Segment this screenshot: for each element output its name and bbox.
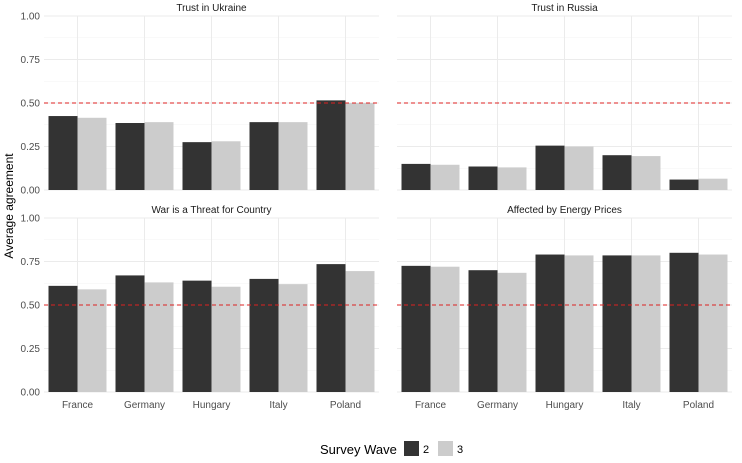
bar-germany-wave-2 <box>468 166 498 190</box>
x-tick-label: Hungary <box>546 400 584 411</box>
x-tick-label: Italy <box>622 400 640 411</box>
bar-poland-wave-3 <box>345 271 375 392</box>
panel-war-is-a-threat-for-country: War is a Threat for Country 0.00 0.25 0.50 0… <box>21 205 379 411</box>
bar-italy-wave-2 <box>602 155 632 190</box>
y-tick-label: 0.50 <box>21 301 41 312</box>
legend-swatch-wave-3 <box>438 441 453 456</box>
bar-germany-wave-3 <box>144 282 174 392</box>
bar-hungary-wave-3 <box>564 255 594 392</box>
bar-poland-wave-3 <box>345 103 375 190</box>
bar-france-wave-3 <box>77 117 107 190</box>
bar-germany-wave-2 <box>115 123 145 190</box>
y-tick-label: 1.00 <box>21 12 41 23</box>
bar-poland-wave-2 <box>316 264 346 392</box>
x-tick-label: Hungary <box>193 400 231 411</box>
y-tick-label: 0.50 <box>21 99 41 110</box>
bar-italy-wave-3 <box>278 284 308 392</box>
bar-poland-wave-2 <box>669 252 699 392</box>
bar-germany-wave-3 <box>497 167 527 190</box>
y-axis-label: Average agreement <box>2 153 16 259</box>
y-tick-label: 1.00 <box>21 214 41 225</box>
bar-poland-wave-3 <box>698 254 728 392</box>
bar-france-wave-2 <box>48 116 78 190</box>
y-tick-label: 0.75 <box>21 257 41 268</box>
bar-italy-wave-2 <box>602 255 632 392</box>
y-tick-label: 0.25 <box>21 344 41 355</box>
bar-france-wave-3 <box>77 289 107 392</box>
y-tick-label: 0.00 <box>21 186 41 197</box>
panel-affected-by-energy-prices: Affected by Energy Prices France Germany Hu… <box>397 205 732 411</box>
bar-germany-wave-2 <box>468 270 498 392</box>
legend-swatch-wave-2 <box>404 441 419 456</box>
y-tick-label: 0.25 <box>21 142 41 153</box>
bar-germany-wave-3 <box>497 272 527 392</box>
y-tick-label: 0.75 <box>21 55 41 66</box>
x-tick-label: Italy <box>269 400 287 411</box>
panel-title: Trust in Ukraine <box>176 3 247 14</box>
y-tick-label: 0.00 <box>21 388 41 399</box>
legend: Survey Wave 2 3 <box>320 441 463 457</box>
panel-title: Trust in Russia <box>531 3 598 14</box>
x-tick-label: Germany <box>477 400 518 411</box>
bar-france-wave-2 <box>401 265 431 392</box>
bar-hungary-wave-3 <box>564 146 594 190</box>
x-tick-label: Germany <box>124 400 165 411</box>
bar-france-wave-3 <box>430 266 460 392</box>
x-tick-label: France <box>62 400 94 411</box>
bar-france-wave-2 <box>401 163 431 190</box>
panel-trust-in-ukraine: Trust in Ukraine 0.00 0.25 0.50 0.75 1.00 <box>21 3 379 197</box>
legend-label-wave-3: 3 <box>457 444 463 456</box>
bar-italy-wave-3 <box>631 255 661 392</box>
bar-hungary-wave-2 <box>182 142 212 190</box>
bar-france-wave-2 <box>48 285 78 392</box>
bar-germany-wave-2 <box>115 275 145 392</box>
x-tick-label: Poland <box>330 400 361 411</box>
legend-label-wave-2: 2 <box>423 444 429 456</box>
bar-poland-wave-2 <box>669 179 699 190</box>
legend-title: Survey Wave <box>320 442 397 457</box>
bar-germany-wave-3 <box>144 122 174 190</box>
bar-hungary-wave-2 <box>535 145 565 190</box>
bar-hungary-wave-3 <box>211 286 241 392</box>
panel-trust-in-russia: Trust in Russia <box>397 3 732 191</box>
bar-hungary-wave-3 <box>211 141 241 190</box>
bar-france-wave-3 <box>430 164 460 190</box>
bar-italy-wave-3 <box>631 156 661 190</box>
bar-hungary-wave-2 <box>182 280 212 392</box>
panel-title: Affected by Energy Prices <box>507 205 622 216</box>
x-tick-label: Poland <box>683 400 714 411</box>
bar-italy-wave-2 <box>249 122 279 190</box>
bar-italy-wave-2 <box>249 278 279 392</box>
x-tick-label: France <box>415 400 447 411</box>
bar-poland-wave-3 <box>698 178 728 190</box>
bar-hungary-wave-2 <box>535 254 565 392</box>
panel-title: War is a Threat for Country <box>151 205 271 216</box>
bar-italy-wave-3 <box>278 122 308 190</box>
bar-poland-wave-2 <box>316 100 346 190</box>
